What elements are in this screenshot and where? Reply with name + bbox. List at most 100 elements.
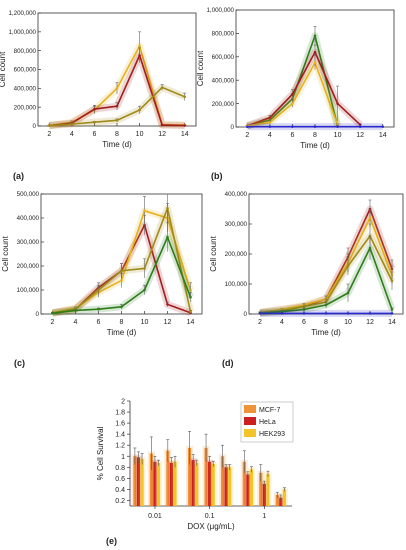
- series-band: [51, 204, 194, 317]
- x-tick-label: 2: [258, 319, 262, 326]
- y-axis-label: Cell count: [209, 235, 218, 271]
- panel-label: (e): [106, 536, 117, 546]
- y-tick-label: 0: [36, 311, 40, 318]
- data-point: [313, 125, 317, 128]
- y-tick-label: 600,000: [14, 67, 37, 74]
- data-point: [280, 312, 284, 315]
- panel-label: (c): [14, 358, 25, 368]
- legend-label: MCF-7: [259, 407, 280, 414]
- panel-label: (d): [222, 358, 234, 368]
- data-point: [189, 310, 192, 313]
- y-tick-label: 1.8: [115, 410, 125, 417]
- data-point: [93, 107, 96, 111]
- y-axis-label: % Cell Survival: [96, 426, 105, 480]
- x-tick-label: 12: [164, 319, 172, 326]
- data-point: [160, 123, 164, 127]
- bar: [220, 456, 225, 506]
- bar: [211, 464, 215, 506]
- y-tick-label: 400,000: [14, 86, 37, 93]
- data-point: [291, 92, 294, 96]
- data-point: [346, 264, 350, 268]
- x-tick-label: 6: [302, 319, 306, 326]
- data-point: [268, 116, 272, 119]
- data-point: [368, 246, 372, 250]
- panel-a: 0 200,000 400,000 600,000 800,000 1,000,000 1,…: [0, 10, 197, 181]
- data-point: [324, 312, 328, 315]
- x-tick-label: 0.1: [205, 513, 215, 520]
- data-point: [166, 207, 169, 210]
- data-point: [166, 235, 169, 239]
- data-point: [97, 307, 100, 311]
- series-line: [247, 51, 361, 127]
- y-tick-label: 400,000: [17, 215, 40, 222]
- data-point: [258, 312, 262, 315]
- data-point: [358, 125, 362, 128]
- bar: [169, 462, 174, 506]
- x-axis-label: DOX (μg/mL): [187, 522, 235, 531]
- y-tick-label: 200,000: [212, 101, 235, 108]
- data-point: [313, 34, 317, 38]
- x-axis-label: Time (d): [311, 328, 341, 337]
- data-point: [390, 308, 394, 311]
- y-tick-label: 300,000: [225, 221, 248, 228]
- y-tick-label: 200,000: [225, 251, 248, 258]
- data-point: [47, 124, 51, 127]
- bar: [149, 453, 153, 506]
- data-point: [74, 309, 77, 312]
- bar: [173, 461, 177, 506]
- data-point: [313, 61, 317, 64]
- y-tick-label: 2: [121, 399, 125, 406]
- bar: [259, 472, 263, 506]
- y-axis-label: Cell count: [1, 235, 10, 271]
- data-point: [368, 312, 372, 315]
- y-tick-label: 400,000: [225, 191, 248, 198]
- bar: [246, 474, 250, 506]
- data-point: [358, 123, 362, 126]
- legend-swatch: [244, 429, 256, 437]
- bar: [224, 467, 228, 506]
- bar: [191, 460, 195, 506]
- data-point: [291, 102, 294, 105]
- x-tick-label: 12: [158, 131, 166, 138]
- legend-label: HeLa: [259, 419, 276, 426]
- y-tick-label: 1: [121, 454, 125, 461]
- y-tick-label: 1.2: [115, 443, 125, 450]
- data-point: [302, 308, 306, 311]
- bar: [228, 467, 232, 506]
- y-tick-label: 1,200,000: [8, 10, 36, 17]
- x-tick-label: 10: [344, 319, 352, 326]
- panel-d: 0 100,000 200,000 300,000 400,000 2 4 6 8 10 12 14 T…: [209, 191, 404, 368]
- panel-b: 0 200,000 400,000 600,000 800,000 1,000,000 2 4…: [196, 7, 395, 181]
- y-tick-label: 0.2: [115, 498, 125, 505]
- data-point: [368, 216, 372, 220]
- y-tick-label: 300,000: [17, 239, 40, 246]
- bar: [153, 461, 157, 506]
- panel-c: 0 100,000 200,000 300,000 400,000 500,000 2 4 6 8…: [1, 191, 203, 368]
- data-point: [313, 50, 317, 54]
- y-tick-label: 1,000,000: [206, 7, 234, 14]
- data-point: [183, 95, 187, 99]
- bar: [133, 456, 137, 506]
- y-tick-label: 800,000: [212, 31, 235, 38]
- data-point: [302, 305, 306, 308]
- x-tick-label: 12: [356, 132, 364, 139]
- y-tick-label: 600,000: [212, 54, 235, 61]
- data-point: [245, 125, 249, 129]
- x-tick-label: 6: [290, 132, 294, 139]
- data-point: [346, 291, 350, 295]
- y-tick-label: 500,000: [17, 191, 40, 198]
- bar: [279, 497, 283, 506]
- bar: [242, 461, 246, 506]
- bar: [282, 489, 287, 506]
- y-tick-label: 400,000: [212, 77, 235, 84]
- x-tick-label: 10: [136, 131, 144, 138]
- x-tick-label: 8: [115, 131, 119, 138]
- legend-swatch: [244, 405, 256, 413]
- x-tick-label: 10: [334, 132, 342, 139]
- x-tick-label: 12: [366, 319, 374, 326]
- y-tick-label: 0.4: [115, 487, 125, 494]
- data-point: [302, 312, 306, 315]
- x-tick-label: 14: [379, 132, 387, 139]
- x-tick-label: 0.01: [148, 513, 162, 520]
- data-point: [291, 125, 294, 128]
